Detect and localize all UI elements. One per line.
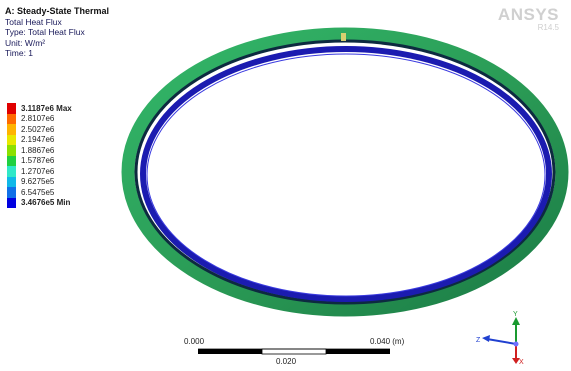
legend-swatch [7, 187, 16, 198]
analysis-title: A: Steady-State Thermal [5, 6, 110, 16]
legend-label: 9.6275e5 [21, 177, 55, 187]
triad-y-label: Y [513, 311, 518, 318]
legend-swatch [7, 103, 16, 114]
scale-mid-label: 0.020 [276, 357, 297, 366]
triad-z-label: Z [476, 337, 481, 344]
triad-x-label: X [519, 359, 524, 366]
result-type: Type: Total Heat Flux [5, 27, 85, 37]
legend-label: 3.4676e5 Min [21, 198, 71, 208]
legend-swatch [7, 145, 16, 156]
legend-entry: 1.5787e6 [7, 155, 55, 166]
legend-label: 6.5475e5 [21, 187, 55, 197]
legend-entry: 2.8107e6 [7, 113, 55, 124]
legend-entry: 3.4676e5 Min [7, 197, 71, 208]
legend-swatch [7, 166, 16, 177]
ring-inner-edge [146, 53, 546, 297]
legend-label: 2.5027e6 [21, 124, 55, 134]
legend-label: 2.1947e6 [21, 135, 55, 145]
legend-entry: 6.5475e5 [7, 187, 54, 198]
brand-name: ANSYS [497, 5, 559, 24]
legend-swatch [7, 197, 16, 208]
legend-label: 2.8107e6 [21, 114, 55, 124]
legend-swatch [7, 113, 16, 124]
legend-swatch [7, 124, 16, 135]
result-time: Time: 1 [5, 48, 34, 58]
ring-inner-surface [140, 46, 552, 302]
result-unit: Unit: W/m² [5, 37, 46, 48]
brand-version: R14.5 [537, 23, 559, 32]
ansys-logo: ANSYS R14.5 [498, 5, 559, 32]
legend-entry: 2.5027e6 [7, 124, 54, 135]
result-info-panel: A: Steady-State Thermal Total Heat Flux … [5, 6, 109, 59]
legend-label: 1.8867e6 [21, 145, 55, 155]
legend-swatch [7, 176, 16, 187]
scale-left-label: 0.000 [184, 337, 205, 346]
max-marker [341, 33, 346, 41]
scale-right-label: 0.040 (m) [370, 337, 405, 346]
legend-label: 1.5787e6 [21, 156, 55, 166]
result-name: Total Heat Flux [5, 16, 62, 27]
legend-entry: 9.6275e5 [7, 176, 55, 187]
legend-entry: 2.1947e6 [7, 134, 55, 145]
legend-entry: 3.1187e6 Max [7, 103, 72, 114]
legend-swatch [7, 155, 16, 166]
legend-entry: 1.8867e6 [7, 145, 54, 156]
legend-entry: 1.2707e6 [7, 166, 54, 177]
legend-label: 1.2707e6 [21, 166, 55, 176]
legend-label: 3.1187e6 Max [21, 103, 72, 113]
legend-swatch [7, 134, 16, 145]
